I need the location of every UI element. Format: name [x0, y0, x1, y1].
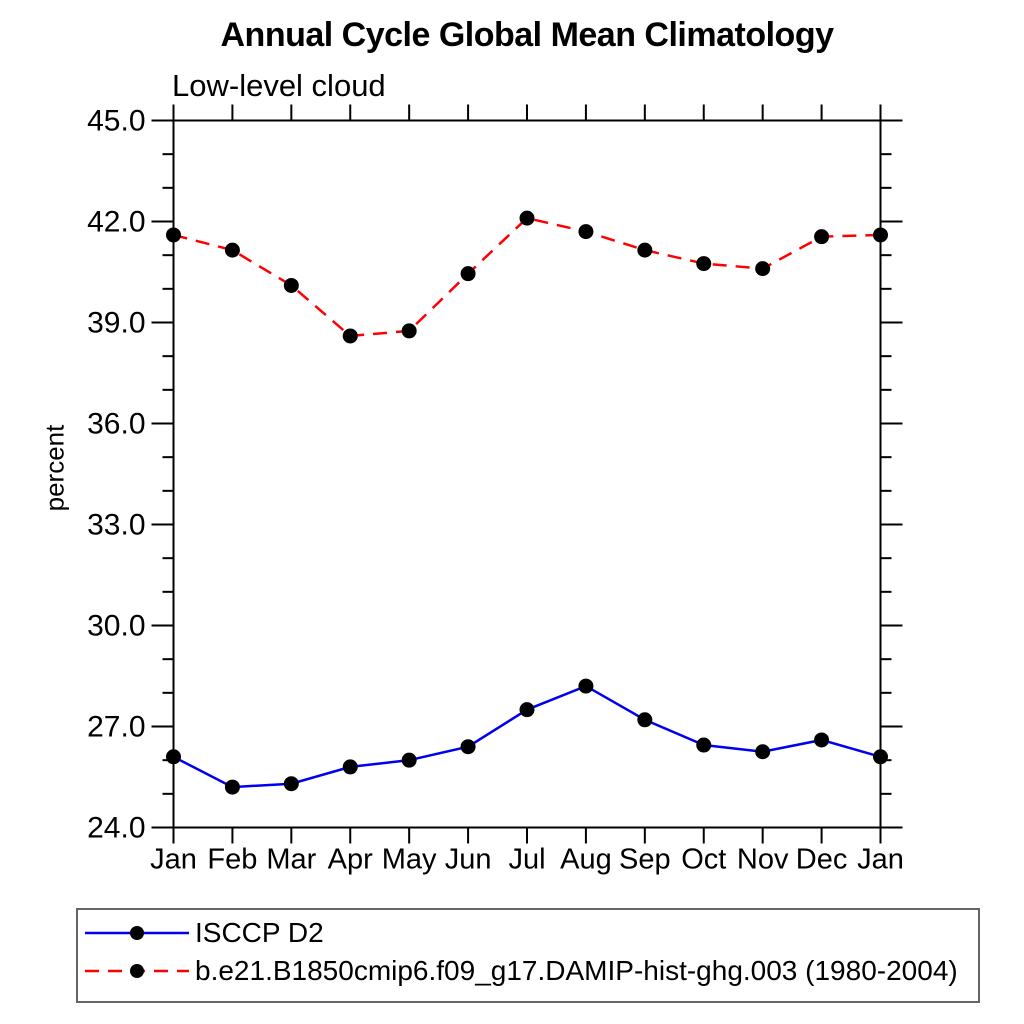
- data-point-1-1: [224, 242, 240, 258]
- data-point-1-12: [873, 227, 888, 243]
- data-point-1-9: [696, 256, 712, 272]
- x-tick-label: Sep: [619, 844, 671, 876]
- legend-marker-dot: [130, 963, 144, 978]
- data-point-1-3: [342, 328, 358, 344]
- data-point-0-7: [578, 678, 594, 694]
- legend: ISCCP D2 b.e21.B1850cmip6.f09_g17.DAMIP-…: [76, 908, 980, 1003]
- data-point-0-2: [283, 776, 299, 792]
- x-tick-label: Aug: [560, 844, 612, 876]
- y-tick-label: 27.0: [87, 711, 145, 744]
- legend-item-isccp: ISCCP D2: [82, 914, 978, 952]
- data-point-1-7: [578, 224, 594, 240]
- chart-title: Annual Cycle Global Mean Climatology: [220, 16, 835, 54]
- x-tick-label: Jan: [150, 844, 197, 876]
- y-tick-label: 45.0: [87, 105, 145, 138]
- data-point-0-10: [755, 744, 771, 760]
- legend-line-sample-dashed: [85, 963, 189, 978]
- data-point-0-11: [814, 732, 830, 748]
- y-tick-label: 24.0: [87, 812, 145, 845]
- legend-label-isccp: ISCCP D2: [195, 916, 324, 948]
- y-tick-label: 36.0: [87, 408, 145, 441]
- y-tick-label: 30.0: [87, 610, 145, 643]
- x-tick-label: Jul: [508, 844, 545, 876]
- data-point-0-0: [166, 749, 181, 765]
- data-point-0-4: [401, 752, 417, 768]
- x-tick-label: Feb: [207, 844, 257, 876]
- data-point-1-8: [637, 242, 653, 258]
- data-point-0-5: [460, 739, 476, 755]
- legend-marker-dot: [130, 925, 144, 940]
- y-tick-label: 42.0: [87, 206, 145, 239]
- data-point-0-9: [696, 737, 712, 753]
- legend-line-sample-solid: [85, 925, 189, 940]
- data-point-1-11: [814, 229, 830, 245]
- series-line-0: [172, 684, 881, 789]
- x-tick-label: Apr: [328, 844, 373, 876]
- data-point-1-6: [519, 210, 535, 226]
- x-tick-label: Dec: [796, 844, 848, 876]
- data-point-1-4: [401, 323, 417, 339]
- x-tick-label: Jan: [857, 844, 904, 876]
- legend-label-model: b.e21.B1850cmip6.f09_g17.DAMIP-hist-ghg.…: [195, 954, 958, 986]
- data-point-1-5: [460, 266, 476, 282]
- y-tick-label: 39.0: [87, 307, 145, 340]
- data-point-0-6: [519, 702, 535, 718]
- data-point-0-1: [224, 779, 240, 795]
- x-tick-label: Nov: [737, 844, 789, 876]
- plot-area: Jan Feb Mar Apr May Jun Jul Aug Sep Oct Nov Dec Jan2…: [87, 104, 904, 876]
- data-point-1-0: [166, 227, 181, 243]
- data-point-1-10: [755, 261, 771, 277]
- x-tick-label: Oct: [681, 844, 726, 876]
- plot-frame: [172, 119, 882, 829]
- data-point-1-2: [283, 277, 299, 293]
- y-tick-label: 33.0: [87, 509, 145, 542]
- x-tick-label: Mar: [266, 844, 316, 876]
- x-tick-label: May: [382, 844, 437, 876]
- data-point-0-8: [637, 712, 653, 728]
- x-tick-label: Jun: [445, 844, 492, 876]
- data-point-0-3: [342, 759, 358, 775]
- data-point-0-12: [873, 749, 888, 765]
- chart-subtitle: Low-level cloud: [172, 68, 386, 103]
- legend-item-model: b.e21.B1850cmip6.f09_g17.DAMIP-hist-ghg.…: [82, 952, 978, 990]
- series-line-1: [173, 216, 881, 338]
